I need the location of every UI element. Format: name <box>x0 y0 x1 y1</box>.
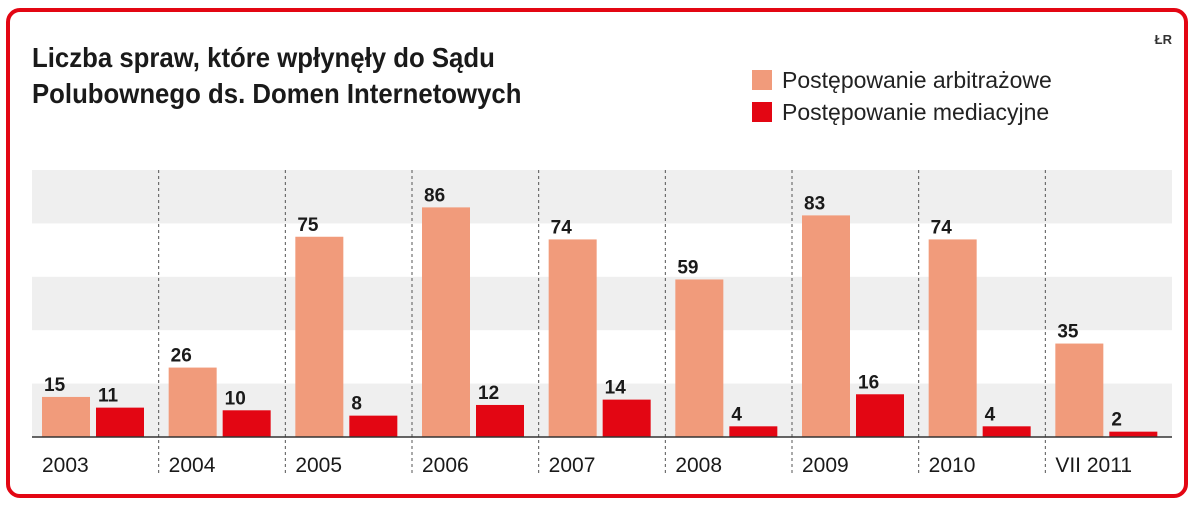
x-tick-label: VII 2011 <box>1055 454 1132 477</box>
data-label-mediation: 4 <box>731 404 742 425</box>
bar-mediation <box>476 404 524 437</box>
bar-arbitration <box>802 215 850 437</box>
x-tick-label: 2010 <box>929 454 976 477</box>
legend-label-mediation: Postępowanie mediacyjne <box>782 98 1050 125</box>
data-label-mediation: 12 <box>478 383 499 404</box>
grid-band <box>32 170 1172 224</box>
x-tick-label: 2004 <box>169 454 216 477</box>
bar-arbitration <box>168 367 217 437</box>
grid-band <box>32 276 1172 331</box>
legend-item-mediation: Postępowanie mediacyjne <box>752 96 1052 128</box>
legend-item-arbitration: Postępowanie arbitrażowe <box>752 64 1052 96</box>
x-tick-label: 2006 <box>422 454 469 477</box>
bar-arbitration <box>928 239 977 437</box>
title-line-1: Liczba spraw, które wpłynęły do Sądu <box>32 42 495 73</box>
legend-swatch-mediation <box>752 102 772 122</box>
data-label-arbitration: 86 <box>424 185 445 206</box>
title-line-2: Polubownego ds. Domen Internetowych <box>32 78 522 109</box>
data-label-arbitration: 15 <box>44 375 66 396</box>
data-label-mediation: 4 <box>985 404 996 425</box>
bar-mediation <box>982 426 1031 437</box>
bar-mediation <box>602 399 651 437</box>
bar-arbitration <box>675 279 724 437</box>
data-label-mediation: 10 <box>225 388 246 409</box>
x-tick-label: 2003 <box>42 454 89 477</box>
credit-label: ŁR <box>1154 32 1172 47</box>
data-label-mediation: 16 <box>858 372 879 393</box>
bar-arbitration <box>548 239 597 437</box>
bar-mediation <box>349 415 398 437</box>
data-label-mediation: 8 <box>351 394 362 415</box>
data-label-arbitration: 74 <box>551 217 573 238</box>
bar-mediation <box>96 407 144 437</box>
data-label-arbitration: 35 <box>1057 322 1079 343</box>
bar-mediation <box>856 394 904 437</box>
legend: Postępowanie arbitrażowe Postępowanie me… <box>752 64 1052 128</box>
bar-arbitration <box>42 396 90 437</box>
bar-arbitration <box>422 207 470 437</box>
bar-mediation <box>222 410 271 437</box>
data-label-mediation: 14 <box>605 378 627 399</box>
x-tick-label: 2005 <box>295 454 342 477</box>
bar-arbitration <box>295 236 344 437</box>
data-label-arbitration: 83 <box>804 193 825 214</box>
data-label-mediation: 2 <box>1111 410 1122 431</box>
bar-arbitration <box>1055 343 1104 437</box>
data-label-arbitration: 74 <box>931 217 953 238</box>
data-label-arbitration: 26 <box>171 346 192 367</box>
x-tick-label: 2009 <box>802 454 849 477</box>
bar-mediation <box>729 426 778 437</box>
data-label-arbitration: 75 <box>297 215 319 236</box>
bar-mediation <box>1109 431 1158 437</box>
legend-label-arbitration: Postępowanie arbitrażowe <box>782 66 1052 93</box>
x-tick-label: 2007 <box>549 454 596 477</box>
chart-title: Liczba spraw, które wpłynęły do Sądu Pol… <box>32 40 521 112</box>
legend-swatch-arbitration <box>752 70 772 90</box>
data-label-mediation: 11 <box>98 386 119 407</box>
x-tick-label: 2008 <box>675 454 722 477</box>
data-label-arbitration: 59 <box>677 257 698 278</box>
grid-band <box>32 383 1172 437</box>
